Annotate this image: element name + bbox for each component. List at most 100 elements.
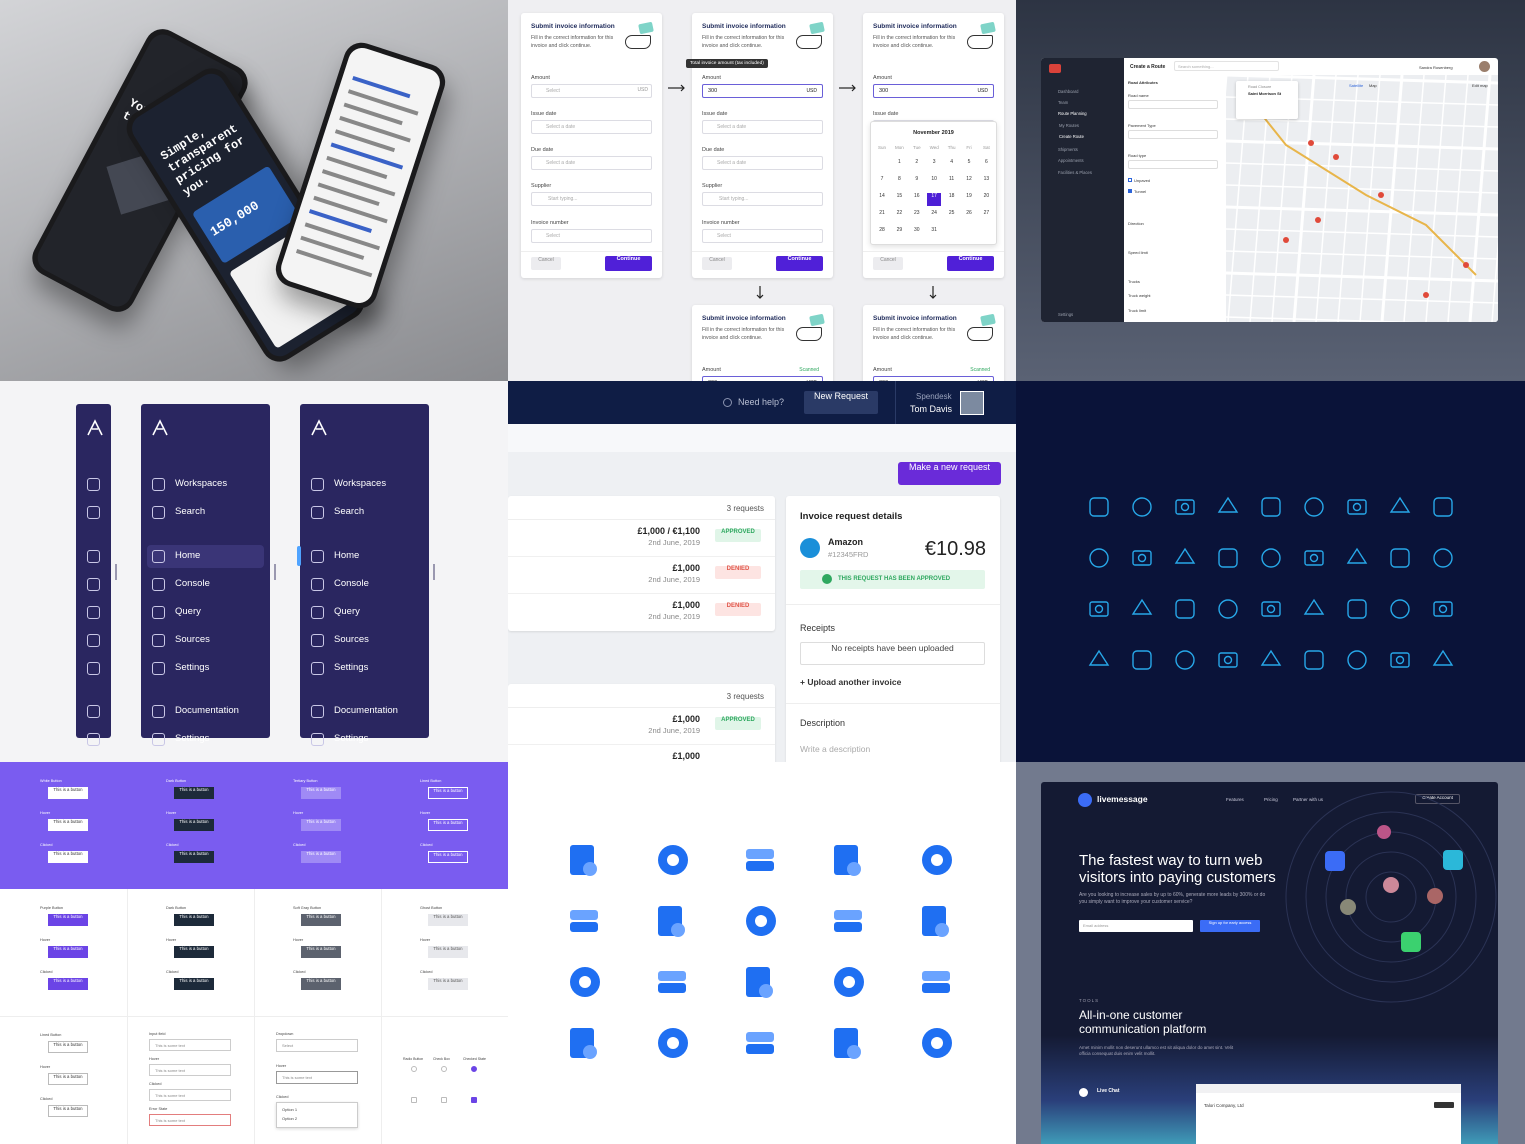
demo-button[interactable]: This is a button: [48, 978, 88, 990]
map-tab[interactable]: Satellite: [1349, 83, 1364, 88]
calendar-day[interactable]: 13: [983, 176, 990, 182]
cancel-button[interactable]: Cancel: [702, 257, 732, 270]
field-input[interactable]: Select: [531, 229, 652, 243]
cancel-button[interactable]: Cancel: [873, 257, 903, 270]
nav-item[interactable]: Appointments: [1058, 158, 1084, 163]
continue-button[interactable]: Continue: [947, 256, 994, 271]
nav-item[interactable]: Team: [1058, 100, 1069, 105]
dropdown-option[interactable]: Option 2: [282, 1116, 298, 1121]
continue-button[interactable]: Continue: [776, 256, 823, 271]
nav-label[interactable]: Query: [175, 606, 201, 617]
calendar-day[interactable]: 24: [931, 210, 937, 216]
calendar-day[interactable]: 3: [932, 159, 936, 165]
calendar-day[interactable]: 22: [896, 210, 903, 216]
signup-button[interactable]: Sign up for early access: [1200, 920, 1260, 932]
calendar-day[interactable]: 10: [931, 176, 937, 182]
demo-button[interactable]: This is a button: [174, 914, 214, 926]
nav-label[interactable]: Settings: [175, 662, 210, 673]
demo-button[interactable]: This is a button: [301, 914, 341, 926]
toggle[interactable]: [441, 1097, 447, 1103]
nav-label[interactable]: Search: [334, 506, 365, 517]
nav-link[interactable]: Pricing: [1264, 797, 1278, 802]
calendar-day[interactable]: 19: [966, 193, 972, 199]
calendar-day[interactable]: 18: [948, 193, 955, 199]
panel-input[interactable]: [1128, 160, 1218, 169]
demo-button[interactable]: This is a button: [428, 787, 468, 799]
calendar-day[interactable]: 5: [967, 159, 971, 165]
demo-button[interactable]: This is a button: [48, 914, 88, 926]
nav-link[interactable]: Partner with us: [1293, 797, 1324, 802]
nav-link[interactable]: Features: [1226, 797, 1244, 802]
nav-label[interactable]: Settings: [334, 733, 369, 744]
field-input[interactable]: 300 USD: [873, 84, 994, 98]
demo-button[interactable]: This is a button: [48, 1105, 88, 1117]
demo-button[interactable]: This is a button: [174, 819, 214, 831]
toggle[interactable]: [411, 1066, 417, 1072]
demo-button[interactable]: This is a button: [48, 787, 88, 799]
nav-item[interactable]: Facilities & Places: [1058, 170, 1092, 175]
nav-label[interactable]: Workspaces: [334, 478, 387, 489]
nav-label[interactable]: Workspaces: [175, 478, 228, 489]
map-tab[interactable]: Map: [1369, 83, 1377, 88]
calendar-day[interactable]: 27: [983, 210, 990, 216]
demo-button[interactable]: This is a button: [301, 787, 341, 799]
field-input[interactable]: Start typing...: [702, 192, 823, 206]
edit-map[interactable]: Edit map: [1472, 83, 1488, 88]
panel-input[interactable]: [1128, 100, 1218, 109]
calendar-day[interactable]: 20: [983, 193, 990, 199]
nav-label[interactable]: Search: [175, 506, 206, 517]
calendar-day[interactable]: 12: [966, 176, 972, 182]
dropdown[interactable]: This is some text: [276, 1071, 358, 1084]
field-input[interactable]: Select: [702, 229, 823, 243]
demo-button[interactable]: This is a button: [301, 851, 341, 863]
dropdown[interactable]: Select: [276, 1039, 358, 1052]
nav-item[interactable]: Create Route: [1059, 134, 1084, 139]
email-input[interactable]: Email address: [1079, 920, 1193, 932]
calendar-day[interactable]: 30: [914, 227, 920, 233]
panel-input[interactable]: [1128, 130, 1218, 139]
nav-label[interactable]: Documentation: [175, 705, 239, 716]
calendar-day[interactable]: 8: [898, 176, 901, 182]
demo-button[interactable]: This is a button: [174, 851, 214, 863]
demo-input[interactable]: This is some text: [149, 1114, 231, 1126]
calendar-day[interactable]: 31: [931, 227, 937, 233]
toggle[interactable]: [441, 1066, 447, 1072]
demo-button[interactable]: This is a button: [428, 914, 468, 926]
nav-label[interactable]: Home: [334, 550, 360, 561]
field-input[interactable]: 300 USD: [702, 376, 823, 381]
help-link[interactable]: Need help?: [738, 397, 785, 407]
demo-input[interactable]: This is some text: [149, 1064, 231, 1076]
field-input[interactable]: Select a date: [531, 120, 652, 134]
field-input[interactable]: Select a date: [702, 156, 823, 170]
calendar-day[interactable]: 11: [948, 176, 955, 182]
field-input[interactable]: Start typing...: [531, 192, 652, 206]
field-input[interactable]: Select a date: [702, 120, 823, 134]
calendar-day[interactable]: 17: [927, 193, 942, 206]
toggle[interactable]: [411, 1097, 417, 1103]
calendar-day[interactable]: 15: [896, 193, 903, 199]
continue-button[interactable]: Continue: [605, 256, 652, 271]
calendar-day[interactable]: 4: [950, 159, 953, 165]
calendar-day[interactable]: 1: [898, 159, 901, 165]
nav-label[interactable]: Home: [175, 550, 201, 561]
demo-button[interactable]: This is a button: [428, 851, 468, 863]
nav-label[interactable]: Documentation: [334, 705, 398, 716]
demo-input[interactable]: This is some text: [149, 1089, 231, 1101]
field-input[interactable]: Select: [531, 84, 652, 98]
calendar-day[interactable]: 21: [879, 210, 885, 216]
calendar-day[interactable]: 7: [880, 176, 884, 182]
nav-item[interactable]: My Routes: [1059, 123, 1080, 128]
nav-item[interactable]: Shipments: [1058, 147, 1078, 152]
demo-button[interactable]: This is a button: [48, 1041, 88, 1053]
cancel-button[interactable]: Cancel: [531, 257, 561, 270]
upload-link[interactable]: + Upload another invoice: [800, 677, 902, 687]
demo-button[interactable]: This is a button: [301, 819, 341, 831]
nav-label[interactable]: Console: [334, 578, 369, 589]
field-input[interactable]: Select a date: [531, 156, 652, 170]
demo-button[interactable]: This is a button: [174, 787, 214, 799]
nav-item[interactable]: Dashboard: [1058, 89, 1079, 94]
demo-input[interactable]: This is some text: [149, 1039, 231, 1051]
nav-item[interactable]: Route Planning: [1058, 111, 1087, 116]
nav-item[interactable]: Settings: [1058, 312, 1074, 317]
dropdown-option[interactable]: Option 1: [282, 1107, 298, 1112]
